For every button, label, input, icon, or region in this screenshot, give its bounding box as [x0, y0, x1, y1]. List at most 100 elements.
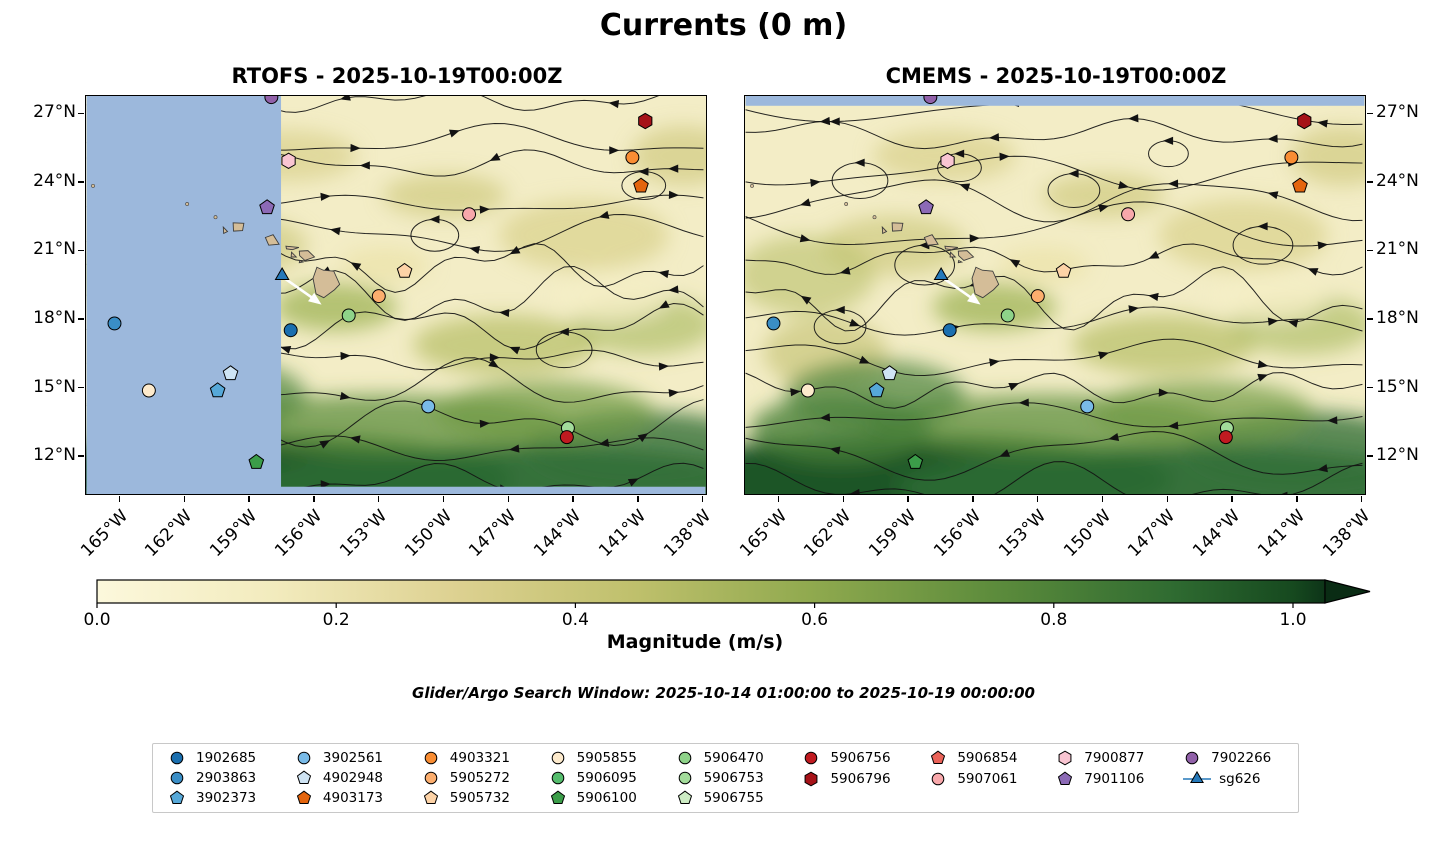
platform-marker-3902561 [421, 399, 436, 414]
platform-marker-4903321 [1284, 150, 1299, 165]
legend-item-5906796: 5906796 [801, 769, 928, 790]
hexagon-marker-icon [1058, 750, 1072, 766]
y-tick-mark [78, 318, 84, 320]
hawaiian-islands [91, 183, 341, 299]
platform-marker-5906756 [1218, 430, 1233, 445]
x-tick-mark [1296, 496, 1298, 502]
legend-label: 5906755 [703, 790, 764, 806]
legend-label: 5905855 [576, 750, 637, 766]
platform-marker-5905272 [1030, 289, 1045, 304]
circle-marker-icon [1185, 751, 1199, 765]
glider-triangle-line-marker-icon [1183, 770, 1212, 783]
platform-marker-7902266 [923, 96, 938, 105]
platform-marker-5906796 [1297, 112, 1312, 130]
y-tick-mark [1367, 181, 1373, 183]
legend-item-sg626: sg626 [1182, 769, 1292, 790]
platform-marker-2903863 [766, 316, 781, 331]
legend-label: 5906796 [830, 770, 891, 787]
x-tick-mark [637, 496, 639, 502]
legend-column: 3902561 4902948 4903173 [294, 748, 421, 808]
circle-marker-icon [297, 751, 311, 765]
pentagon-marker-icon [296, 770, 311, 785]
hawaiian-islands [750, 183, 1000, 299]
pentagon-marker-icon [169, 790, 185, 805]
circle-marker-icon [805, 751, 818, 765]
legend-label: 5906756 [830, 750, 891, 767]
x-tick-mark [442, 496, 445, 502]
legend-item-5905732: 5905732 [421, 788, 548, 808]
legend-item-4903321: 4903321 [421, 748, 548, 768]
legend-label: 3902561 [322, 750, 384, 766]
y-tick-label: 12°N [33, 445, 76, 466]
circle-marker-icon [170, 751, 184, 765]
circle-marker-icon [424, 751, 438, 765]
x-tick-mark [777, 496, 780, 502]
legend-item-4903173: 4903173 [294, 788, 421, 808]
y-tick-label: 12°N [1376, 445, 1419, 466]
y-tick-label: 24°N [33, 170, 76, 191]
x-tick-mark [1166, 496, 1168, 502]
cmems-map [744, 95, 1366, 495]
search-window-text: Glider/Argo Search Window: 2025-10-14 01… [412, 684, 1035, 702]
y-tick-label: 27°N [1376, 102, 1419, 123]
colorbar-label: Magnitude (m/s) [606, 631, 784, 653]
platform-marker-sg626 [274, 267, 290, 280]
legend-label: 7902266 [1211, 750, 1272, 767]
x-tick-label: 138°W [1318, 506, 1374, 561]
x-tick-label: 144°W [1189, 506, 1245, 561]
platform-marker-1902685 [283, 323, 298, 338]
colorbar-tick-label: 0.6 [801, 610, 829, 630]
x-tick-label: 153°W [335, 506, 391, 561]
legend-column: 7902266 sg626 [1182, 748, 1292, 808]
platform-marker-5906796 [638, 112, 653, 130]
legend-item-2903863: 2903863 [167, 768, 294, 788]
x-tick-mark [1360, 496, 1363, 502]
platform-marker-2903863 [107, 316, 122, 331]
platform-marker-4903173 [1292, 177, 1308, 193]
platform-marker-3902373 [868, 382, 885, 398]
platform-marker-5906470 [341, 308, 356, 323]
cmems-no-data-mask [745, 96, 1365, 106]
y-tick-label: 21°N [33, 239, 76, 260]
colorbar-tick-label: 0.2 [322, 610, 350, 630]
legend-label: 2903863 [196, 770, 257, 786]
legend-label: 7901106 [1084, 770, 1145, 787]
legend-item-5906756: 5906756 [801, 748, 928, 769]
legend-label: 4903173 [322, 790, 384, 806]
legend-column: 7900877 7901106 [1055, 748, 1182, 808]
platform-marker-sg626 [933, 267, 949, 280]
platform-marker-5905732 [396, 262, 413, 278]
platform-marker-5905732 [1055, 262, 1072, 278]
y-tick-mark [78, 112, 84, 114]
platform-marker-5905855 [800, 383, 815, 398]
platform-marker-5905272 [371, 289, 386, 304]
legend-item-5907061: 5907061 [928, 769, 1055, 790]
legend-item-5906100: 5906100 [548, 788, 675, 808]
pentagon-marker-icon [550, 790, 565, 805]
legend-column: 4903321 5905272 5905732 [421, 748, 548, 808]
legend-label: 5906095 [576, 770, 637, 786]
legend-label: 3902373 [196, 790, 257, 806]
legend-label: 5907061 [957, 770, 1018, 787]
x-tick-mark [248, 496, 250, 502]
figure-title: Currents (0 m) [599, 8, 848, 43]
y-tick-mark [1367, 386, 1373, 389]
pentagon-marker-icon [677, 790, 692, 805]
legend-item-5906854: 5906854 [928, 748, 1055, 769]
legend-item-3902373: 3902373 [167, 788, 294, 808]
legend-column: 1902685 2903863 3902373 [167, 748, 294, 808]
platform-marker-5907061 [1121, 207, 1136, 222]
legend-label: sg626 [1219, 770, 1261, 787]
x-tick-label: 156°W [930, 506, 986, 561]
pentagon-marker-icon [1058, 771, 1073, 785]
platform-marker-3902561 [1080, 399, 1095, 414]
platform-marker-5907061 [462, 207, 477, 222]
x-tick-label: 159°W [865, 506, 921, 561]
pentagon-marker-icon [931, 750, 946, 765]
glider-heading-arrow [943, 277, 981, 305]
legend-label: 4903321 [449, 750, 510, 766]
legend-item-7900877: 7900877 [1055, 748, 1182, 769]
platform-marker-7902266 [264, 96, 279, 105]
legend-label: 1902685 [196, 750, 257, 766]
x-tick-label: 165°W [76, 506, 132, 561]
